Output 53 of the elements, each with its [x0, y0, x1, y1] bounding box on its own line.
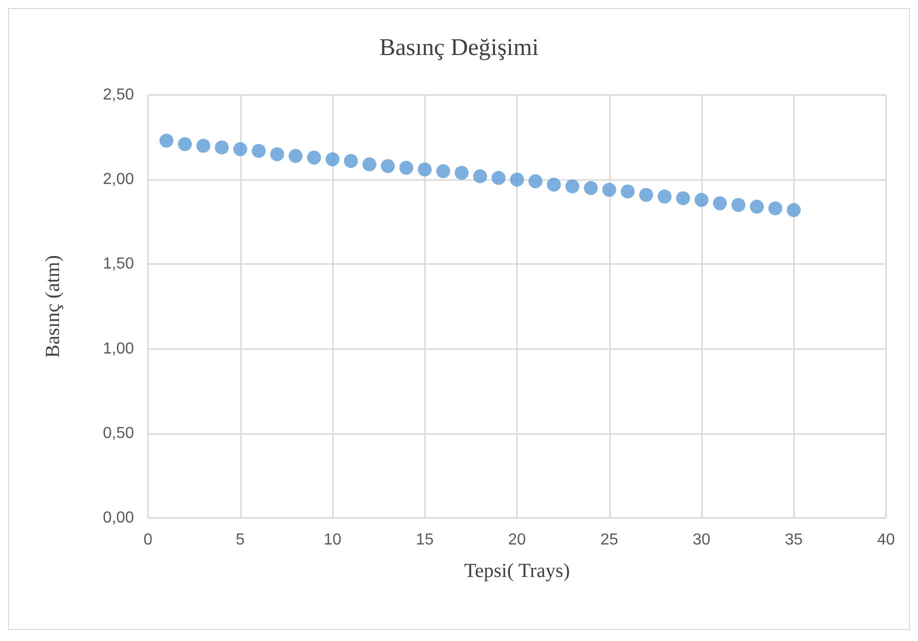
- point: [786, 203, 801, 218]
- point: [712, 196, 727, 210]
- x-tick-label: 15: [416, 532, 434, 548]
- point: [418, 162, 432, 176]
- point: [307, 150, 322, 165]
- point: [565, 179, 580, 194]
- point: [768, 201, 782, 216]
- point: [326, 152, 340, 166]
- point: [473, 169, 488, 184]
- x-tick-label: 40: [877, 532, 895, 548]
- point: [344, 154, 358, 168]
- point: [454, 166, 469, 180]
- y-axis-title: Basınç (atm): [42, 255, 64, 358]
- x-tick-label: 20: [508, 532, 526, 548]
- point: [436, 164, 450, 178]
- point: [362, 157, 376, 172]
- point: [584, 181, 598, 196]
- point: [252, 144, 266, 158]
- x-tick-label: 0: [144, 532, 153, 548]
- point: [288, 148, 303, 163]
- y-tick-label: 0,00: [102, 510, 134, 526]
- point: [694, 192, 708, 207]
- point: [731, 198, 746, 212]
- x-tick-label: 10: [324, 532, 342, 548]
- x-tick-label: 25: [600, 532, 618, 548]
- point: [602, 182, 616, 197]
- y-tick-label: 1,50: [102, 256, 134, 273]
- point: [492, 170, 506, 185]
- x-tick-label: 35: [784, 532, 803, 548]
- point: [270, 147, 284, 162]
- y-tick-label: 0,50: [102, 424, 134, 442]
- point: [178, 137, 192, 152]
- y-tick-label: 2,50: [102, 86, 134, 104]
- point: [546, 178, 561, 192]
- y-tick-label: 2,00: [102, 171, 134, 188]
- point: [233, 142, 248, 156]
- point: [528, 174, 542, 188]
- x-tick-label: 5: [236, 532, 245, 548]
- point: [510, 172, 524, 187]
- y-tick-label: 1,00: [102, 340, 134, 358]
- x-tick-label: 30: [692, 532, 710, 548]
- point: [399, 160, 414, 175]
- chart-title: Basınç Değişimi: [379, 35, 539, 61]
- x-axis-title: Tepsi( Trays): [464, 560, 570, 582]
- point: [620, 184, 635, 198]
- point: [750, 200, 764, 214]
- point: [639, 188, 654, 202]
- point: [380, 159, 395, 174]
- point: [159, 134, 174, 148]
- point: [196, 138, 210, 153]
- point: [658, 190, 672, 204]
- point: [676, 191, 690, 206]
- point: [214, 140, 229, 154]
